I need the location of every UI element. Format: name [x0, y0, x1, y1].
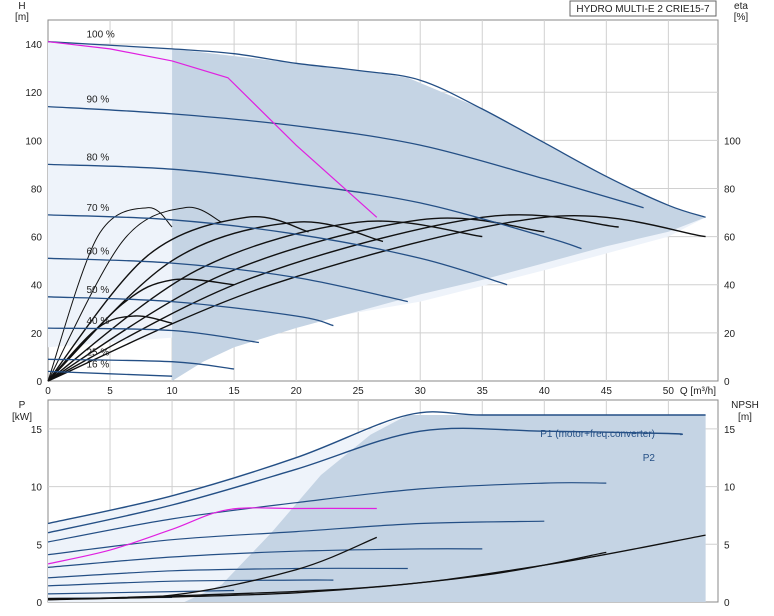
head-curve	[47, 327, 259, 344]
power-curves	[47, 411, 706, 600]
power-tick-label: 0	[36, 598, 42, 609]
y2-axis-unit: [%]	[734, 12, 749, 23]
efficiency-curves	[47, 206, 706, 382]
x-tick-label: 40	[539, 386, 551, 397]
operating-range	[172, 48, 706, 381]
y2-tick-label: 60	[724, 233, 736, 244]
y-axis-label: H	[18, 1, 25, 12]
y2-tick-label: 0	[724, 377, 730, 388]
head-curve	[47, 257, 408, 303]
efficiency-curve	[47, 206, 222, 382]
y-tick-label: 0	[36, 377, 42, 388]
npsh-axis-unit: [m]	[738, 412, 752, 423]
y-axis-unit: [m]	[15, 12, 29, 23]
speed-label: 100 %	[86, 30, 114, 41]
npsh-tick-label: 10	[724, 483, 736, 494]
speed-label: 70 %	[86, 203, 109, 214]
speed-labels: 100 % 90 % 80 % 70 % 60 % 50 % 40 % 25 %16 %	[86, 30, 114, 371]
efficiency-curve	[47, 217, 545, 382]
power-range	[184, 415, 706, 602]
y-tick-label: 100	[25, 136, 42, 147]
power-tick-label: 10	[31, 483, 43, 494]
y2-axis-label: eta	[734, 1, 748, 12]
x-tick-label: 25	[353, 386, 365, 397]
x-tick-label: 35	[477, 386, 489, 397]
power-tick-label: 5	[36, 540, 42, 551]
y-tick-label: 40	[31, 281, 43, 292]
npsh-curve	[47, 534, 706, 601]
power-curve	[47, 548, 483, 568]
head-curve	[47, 214, 508, 286]
power-y-ticks: 0 5 10 15	[31, 425, 43, 609]
y-tick-label: 80	[31, 184, 43, 195]
head-curve	[47, 41, 706, 218]
y-tick-label: 140	[25, 40, 42, 51]
x-tick-label: 45	[601, 386, 613, 397]
npsh-tick-label: 15	[724, 425, 736, 436]
speed-label: 80 %	[86, 152, 109, 163]
speed-label: 40 %	[86, 316, 109, 327]
power-tick-label: 15	[31, 425, 43, 436]
efficiency-curve	[47, 315, 173, 382]
p1-series-label: P1 (motor+freq.converter)	[540, 429, 655, 440]
power-series-curve	[47, 411, 706, 525]
x-axis-label: Q [m³/h]	[680, 386, 716, 397]
x-tick-label: 50	[663, 386, 675, 397]
y-tick-label: 60	[31, 233, 43, 244]
x-tick-label: 10	[167, 386, 179, 397]
y2-axis-ticks: 0 20 40 60 80 100	[724, 136, 741, 388]
speed-label: 16 %	[86, 359, 109, 370]
power-curve	[47, 567, 408, 579]
x-tick-label: 20	[291, 386, 303, 397]
p2-series-label: P2	[643, 453, 656, 464]
head-curve	[47, 163, 582, 250]
x-tick-label: 15	[229, 386, 241, 397]
x-tick-label: 30	[415, 386, 427, 397]
efficiency-curve	[47, 215, 309, 382]
x-tick-label: 5	[107, 386, 113, 397]
npsh-tick-label: 0	[724, 598, 730, 609]
efficiency-curve	[47, 207, 173, 382]
npsh-curves	[47, 534, 706, 601]
power-series-curve	[47, 427, 684, 534]
head-efficiency-chart: 100 % 90 % 80 % 70 % 60 % 50 % 40 % 25 %16 % 0 5…	[15, 0, 749, 397]
y2-tick-label: 20	[724, 329, 736, 340]
power-curve	[47, 482, 607, 543]
head-curve	[47, 296, 334, 327]
x-tick-label: 0	[45, 386, 51, 397]
power-axis-unit: [kW]	[12, 412, 32, 423]
y-axis-ticks: 0 20 40 60 80 100 120 140	[25, 40, 42, 388]
power-axis-label: P	[19, 400, 26, 411]
y2-tick-label: 40	[724, 281, 736, 292]
y-tick-label: 120	[25, 88, 42, 99]
chart-title-frame	[569, 0, 717, 17]
duty-power-line	[47, 507, 377, 565]
head-curve	[47, 370, 173, 377]
efficiency-curve	[47, 220, 483, 382]
speed-label: 50 %	[86, 285, 109, 296]
speed-label: 90 %	[86, 95, 109, 106]
head-curve	[47, 105, 644, 209]
speed-label: 60 %	[86, 246, 109, 257]
x-axis-ticks: 0 5 10 15 20 25 30 35 40 45 50	[45, 386, 674, 397]
power-curve	[47, 589, 235, 595]
y2-tick-label: 80	[724, 184, 736, 195]
efficiency-curve	[47, 278, 235, 382]
chart-title-box: HYDRO MULTI-E 2 CRIE15-7	[569, 0, 717, 17]
power-npsh-chart: 0 5 10 15 0 5 10 15 P [kW] NPSH [m] P1 (motor+…	[12, 399, 759, 609]
npsh-axis-label: NPSH	[731, 400, 759, 411]
npsh-tick-label: 5	[724, 540, 730, 551]
power-curve	[47, 579, 334, 587]
y2-tick-label: 100	[724, 136, 741, 147]
duty-line	[47, 41, 378, 218]
npsh-y-ticks: 0 5 10 15	[724, 425, 736, 609]
y-tick-label: 20	[31, 329, 43, 340]
head-curve	[47, 358, 235, 370]
speed-label: 25 %	[86, 347, 109, 358]
chart-title: HYDRO MULTI-E 2 CRIE15-7	[576, 4, 710, 15]
head-curves	[47, 41, 706, 377]
